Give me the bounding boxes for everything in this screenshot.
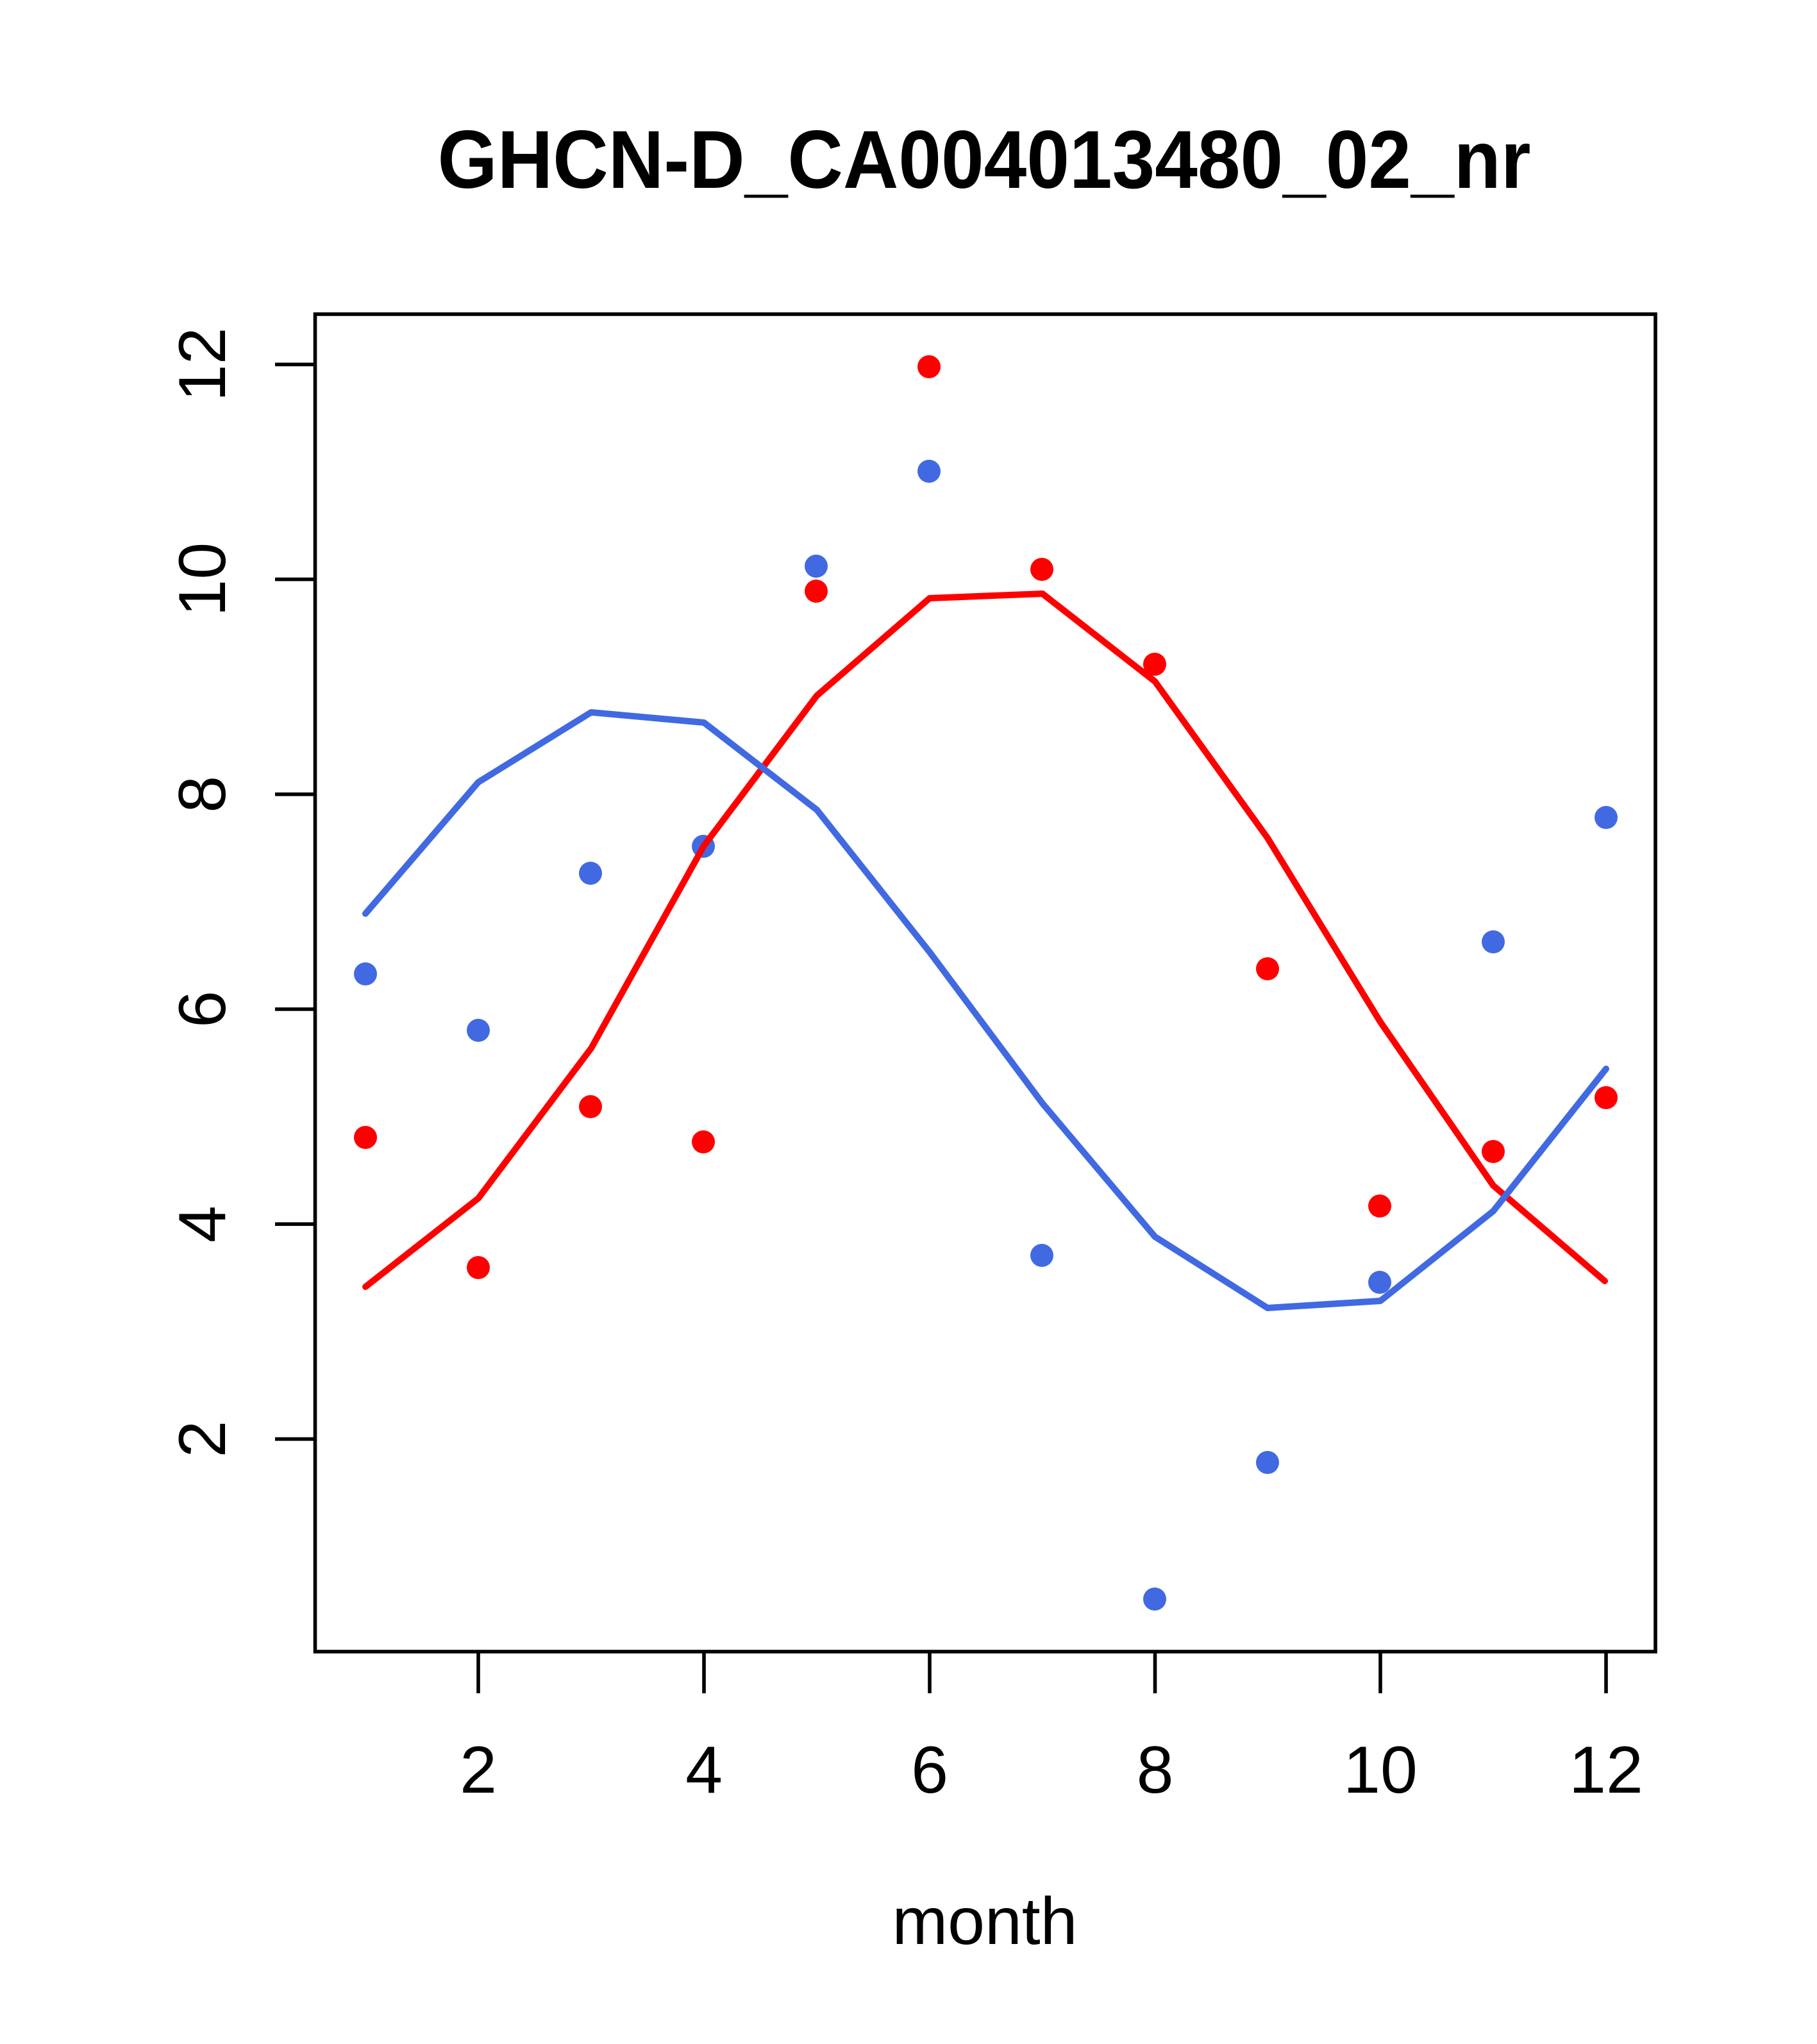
svg-text:4: 4 [165, 1205, 240, 1243]
svg-text:10: 10 [1343, 1733, 1418, 1807]
svg-text:month: month [892, 1884, 1077, 1959]
svg-text:8: 8 [165, 776, 240, 813]
svg-text:2: 2 [460, 1733, 497, 1807]
svg-text:4: 4 [685, 1733, 723, 1807]
svg-text:8: 8 [1137, 1733, 1174, 1807]
svg-text:6: 6 [165, 991, 240, 1028]
svg-text:GHCN-D_CA004013480_02_nr: GHCN-D_CA004013480_02_nr [438, 114, 1531, 206]
svg-text:10: 10 [165, 542, 240, 617]
svg-text:6: 6 [911, 1733, 948, 1807]
svg-text:2: 2 [165, 1420, 240, 1457]
svg-text:12: 12 [165, 328, 240, 402]
svg-text:12: 12 [1569, 1733, 1643, 1807]
